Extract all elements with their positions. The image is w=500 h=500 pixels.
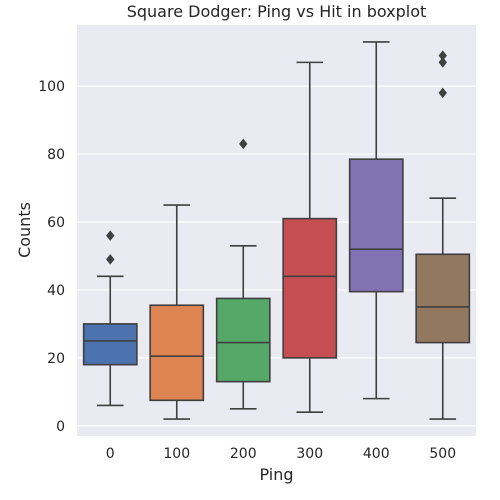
box-group-300 xyxy=(282,61,338,414)
x-tick-label: 200 xyxy=(230,446,257,462)
y-tick-label: 60 xyxy=(47,215,65,231)
box-layer xyxy=(82,41,471,420)
plot-area xyxy=(77,25,476,436)
box-group-400 xyxy=(348,41,404,400)
y-axis-title: Counts xyxy=(15,202,34,258)
y-tick-label: 20 xyxy=(47,351,65,367)
box-iqr xyxy=(215,297,271,383)
x-tick-label: 400 xyxy=(363,446,390,462)
box-group-200 xyxy=(215,138,271,410)
box-group-100 xyxy=(149,204,205,420)
chart-title: Square Dodger: Ping vs Hit in boxplot xyxy=(127,2,427,21)
outlier-point xyxy=(239,138,248,150)
outlier-point xyxy=(106,254,115,265)
box-iqr xyxy=(348,158,404,293)
box-iqr xyxy=(149,304,205,402)
box-iqr xyxy=(282,217,338,359)
y-tick-label: 0 xyxy=(56,419,65,435)
y-tick-label: 80 xyxy=(47,147,65,163)
outlier-point xyxy=(438,50,447,61)
outlier-point xyxy=(106,230,115,241)
outlier-point xyxy=(438,57,447,68)
x-tick-labels: 0 100 200 300 400 500 xyxy=(106,446,456,462)
x-tick-label: 0 xyxy=(106,446,115,462)
box-iqr xyxy=(415,253,471,344)
x-tick-label: 100 xyxy=(163,446,190,462)
x-tick-label: 500 xyxy=(429,446,456,462)
y-tick-label: 40 xyxy=(47,283,65,299)
box-iqr xyxy=(82,323,138,366)
y-tick-labels: 0 20 40 60 80 100 xyxy=(38,79,65,435)
y-tick-label: 100 xyxy=(38,79,65,95)
grid-layer xyxy=(77,85,476,427)
box-group-0 xyxy=(82,230,138,407)
box-group-500 xyxy=(415,50,471,420)
x-axis-title: Ping xyxy=(259,465,293,484)
x-tick-label: 300 xyxy=(296,446,323,462)
outlier-point xyxy=(438,87,447,99)
